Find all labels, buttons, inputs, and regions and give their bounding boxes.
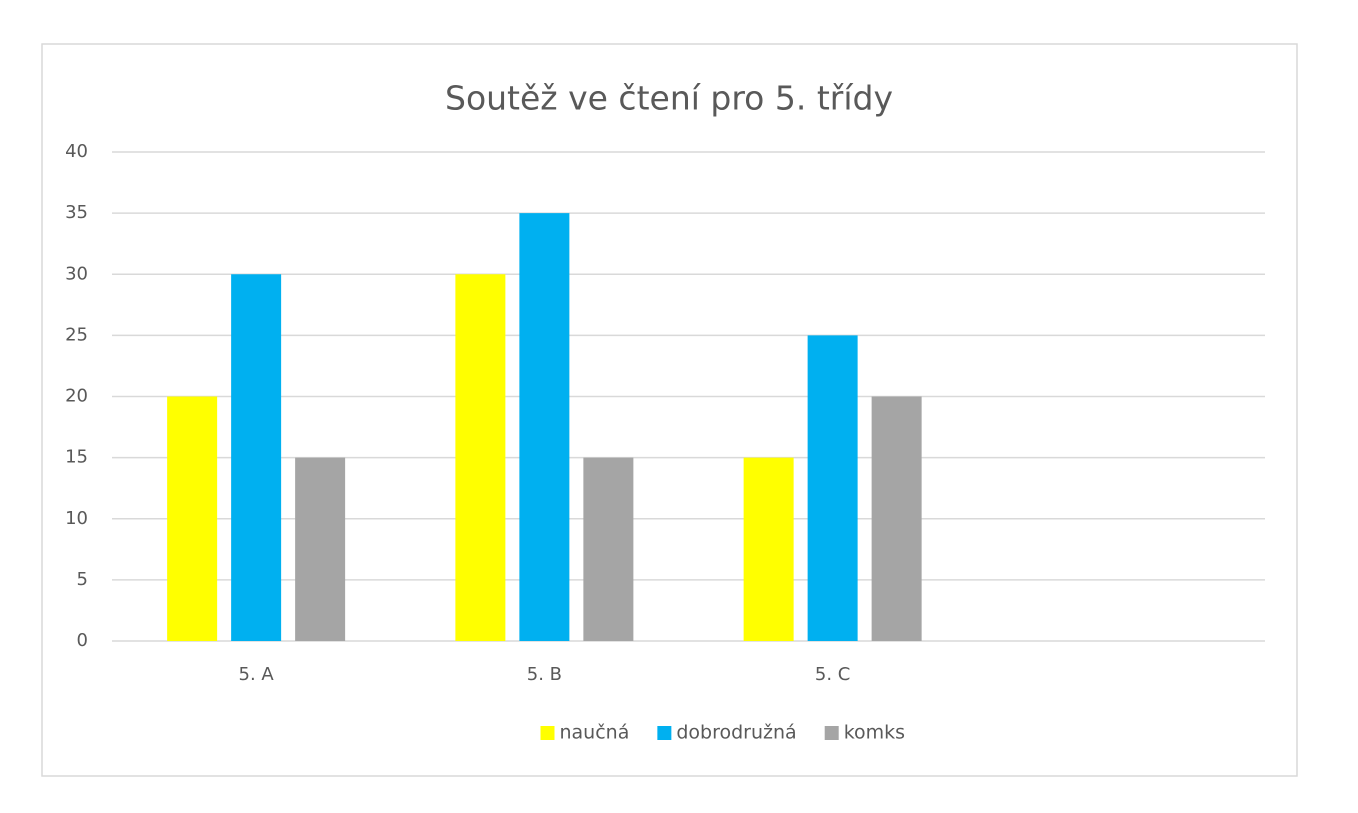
bar	[455, 274, 506, 641]
chart-title: Soutěž ve čtení pro 5. třídy	[445, 79, 893, 118]
y-tick-label: 20	[65, 386, 88, 407]
y-tick-label: 5	[77, 569, 88, 590]
y-tick-label: 10	[65, 508, 88, 529]
legend-label: naučná	[560, 722, 630, 744]
y-tick-label: 30	[65, 263, 88, 284]
legend-swatch	[824, 726, 839, 740]
x-tick-label: 5. B	[527, 664, 562, 685]
bar	[871, 396, 922, 641]
bar	[519, 213, 570, 641]
legend-label: dobrodružná	[676, 722, 796, 744]
bar	[743, 457, 794, 641]
legend-swatch	[657, 726, 672, 740]
bar	[231, 274, 282, 641]
bar	[167, 396, 218, 641]
bar	[583, 457, 634, 641]
y-tick-label: 40	[65, 141, 88, 162]
y-tick-label: 15	[65, 447, 88, 468]
chart-frame	[41, 43, 1298, 777]
y-tick-label: 25	[65, 324, 88, 345]
x-tick-label: 5. C	[815, 664, 850, 685]
bar	[807, 335, 858, 641]
y-tick-label: 35	[65, 202, 88, 223]
bar	[295, 457, 346, 641]
legend-swatch	[540, 726, 555, 740]
y-tick-label: 0	[77, 630, 88, 651]
legend-label: komks	[844, 722, 905, 744]
x-tick-label: 5. A	[239, 664, 275, 685]
